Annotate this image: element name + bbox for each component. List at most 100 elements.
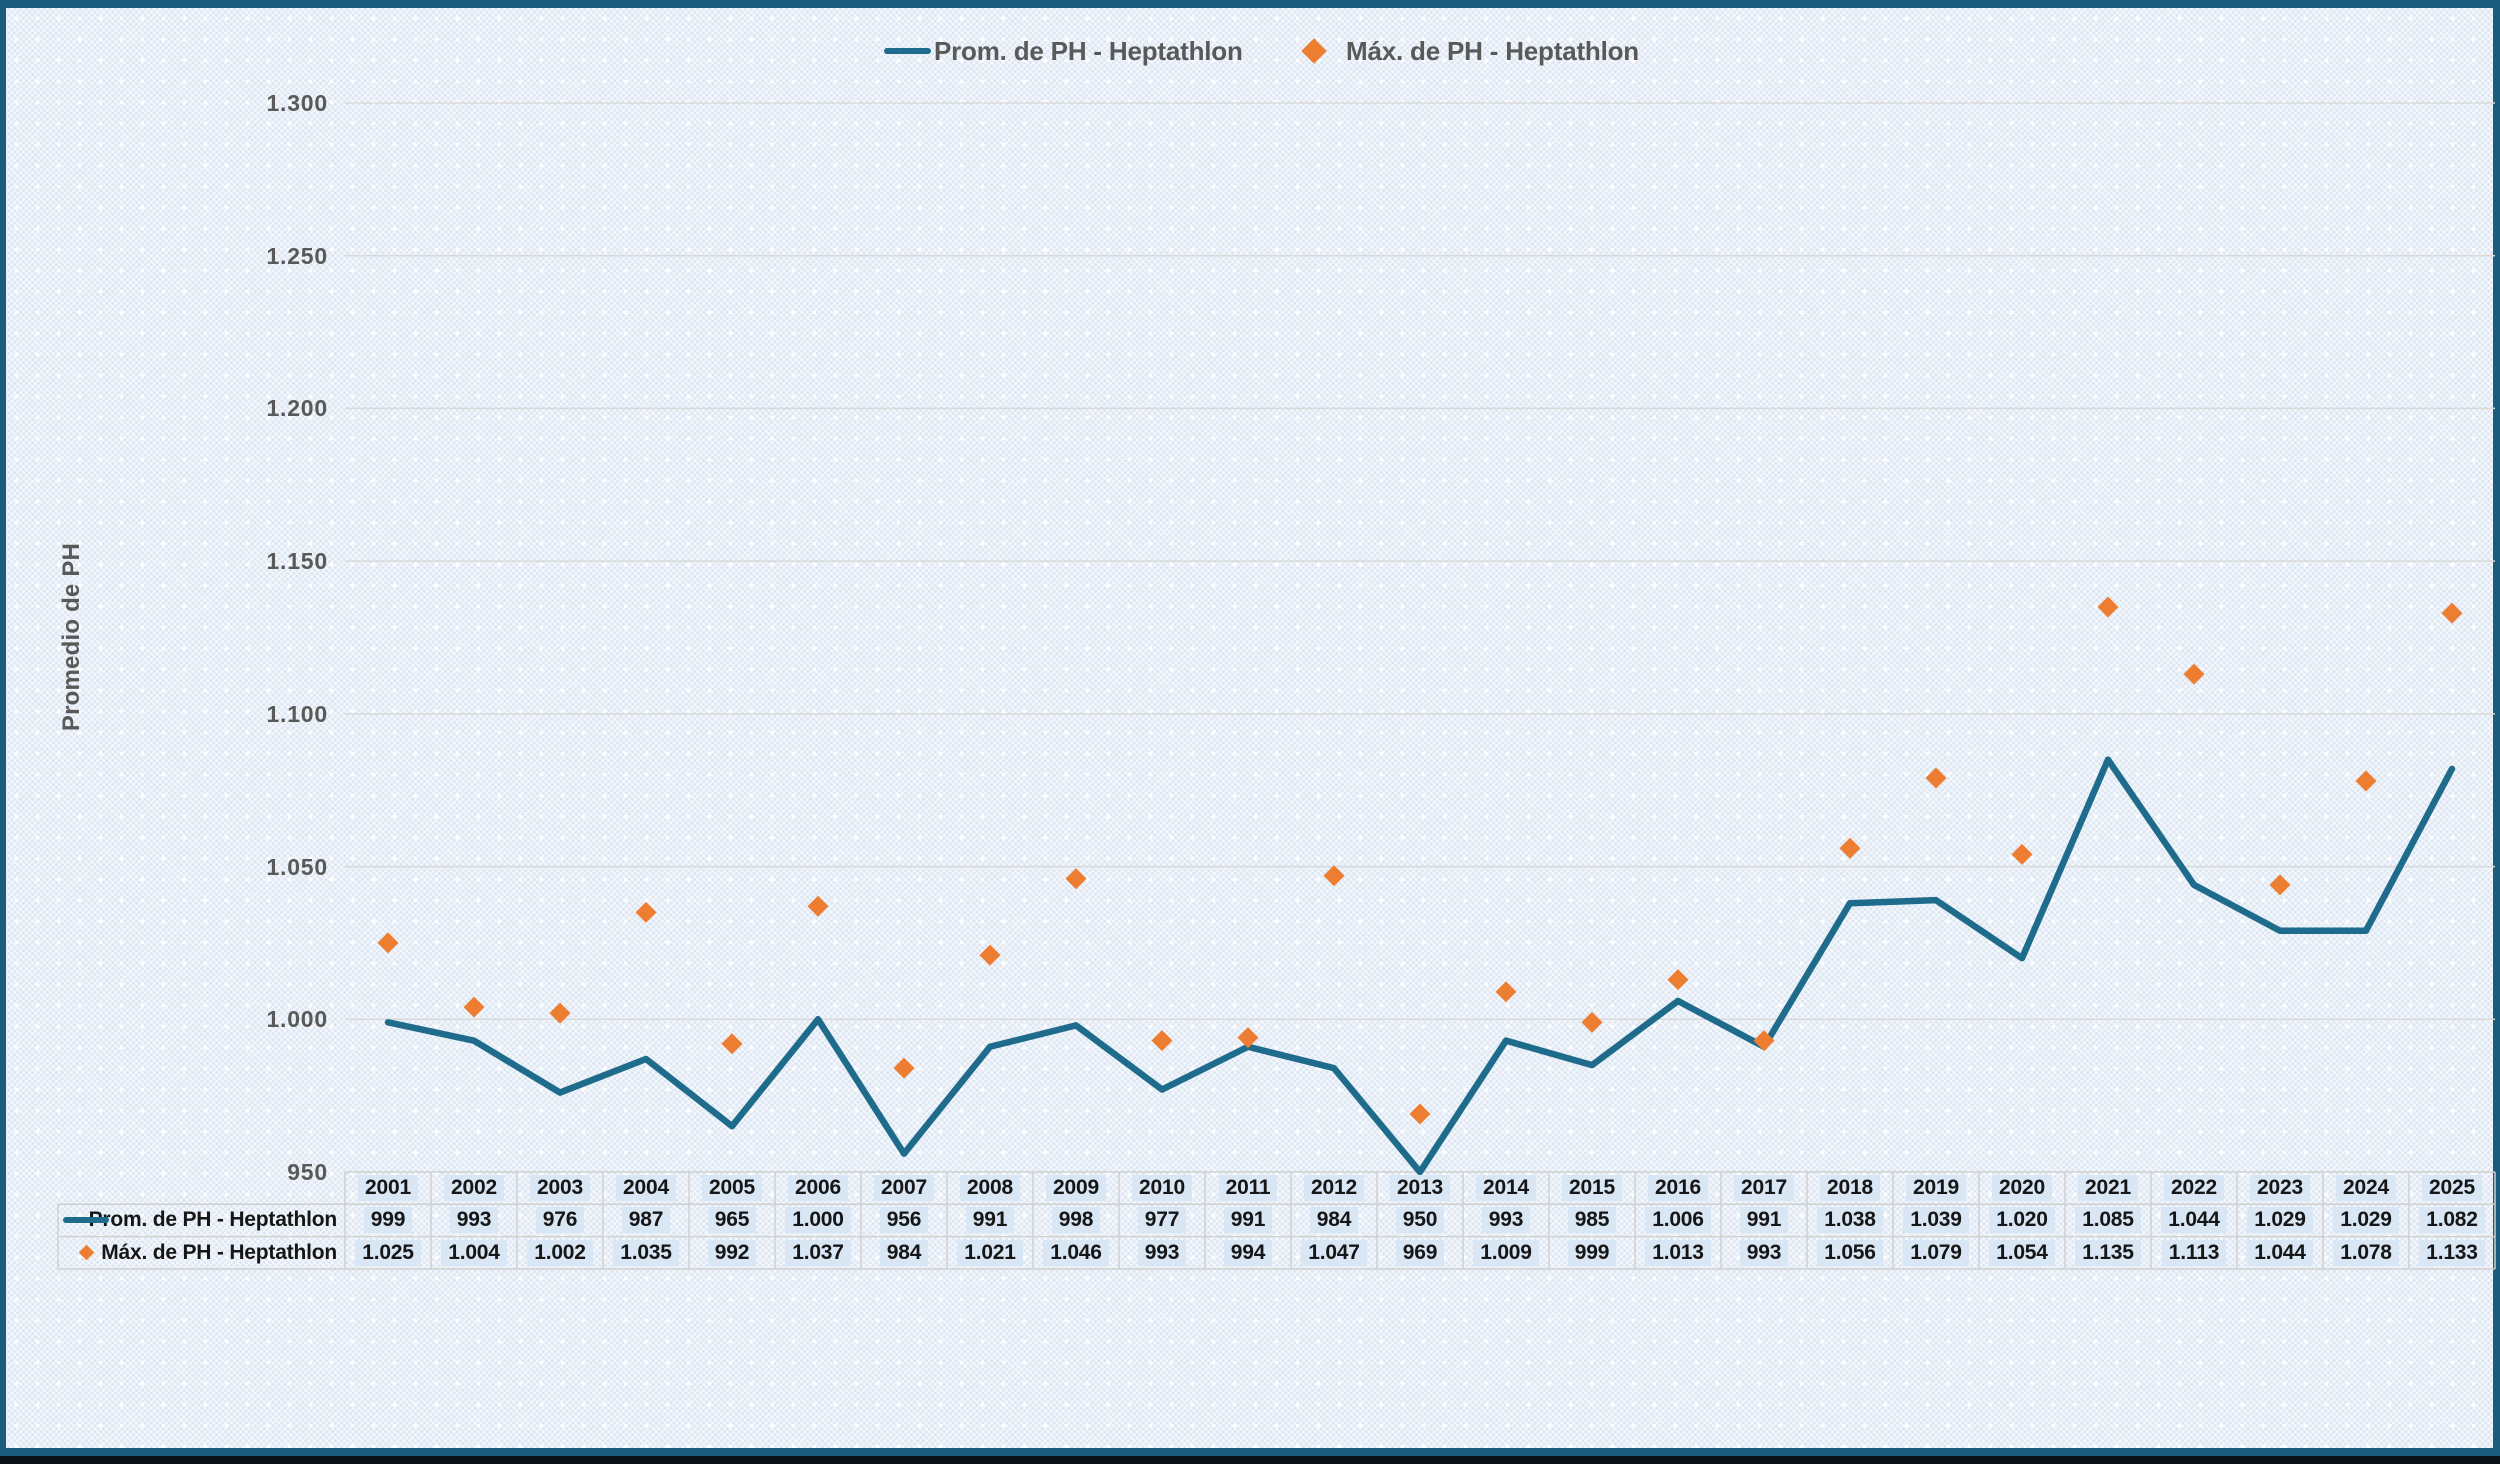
prom-value-cell: 998	[1033, 1204, 1119, 1236]
y-tick-label: 1.100	[266, 700, 328, 727]
prom-value-cell: 1.029	[2237, 1204, 2323, 1236]
prom-value-cell: 993	[1463, 1204, 1549, 1236]
max-marker	[2441, 602, 2463, 624]
prom-value-cell: 1.038	[1807, 1204, 1893, 1236]
max-marker	[2269, 874, 2291, 896]
row-label-text: Prom. de PH - Heptathlon	[88, 1208, 338, 1232]
max-value-cell: 993	[1119, 1237, 1205, 1269]
max-value-cell: 1.037	[775, 1237, 861, 1269]
year-header-cell: 2012	[1291, 1172, 1377, 1204]
prom-value-cell: 1.044	[2151, 1204, 2237, 1236]
max-value-cell: 1.002	[517, 1237, 603, 1269]
max-marker	[2183, 663, 2205, 685]
max-value-cell: 1.054	[1979, 1237, 2065, 1269]
max-value-cell: 1.047	[1291, 1237, 1377, 1269]
max-value-cell: 992	[689, 1237, 775, 1269]
prom-value-cell: 1.029	[2323, 1204, 2409, 1236]
year-header-cell: 2023	[2237, 1172, 2323, 1204]
max-marker	[1323, 865, 1345, 887]
year-header-cell: 2009	[1033, 1172, 1119, 1204]
max-marker	[2011, 843, 2033, 865]
prom-value-cell: 991	[947, 1204, 1033, 1236]
y-tick-label: 1.200	[266, 395, 328, 422]
max-value-cell: 984	[861, 1237, 947, 1269]
max-value-cell: 1.135	[2065, 1237, 2151, 1269]
max-marker	[1409, 1103, 1431, 1125]
year-header-cell: 2001	[345, 1172, 431, 1204]
prom-value-cell: 991	[1721, 1204, 1807, 1236]
diamond-swatch-icon	[78, 1245, 95, 1261]
max-marker	[1581, 1011, 1603, 1033]
year-header-cell: 2002	[431, 1172, 517, 1204]
year-header-cell: 2004	[603, 1172, 689, 1204]
prom-value-cell: 976	[517, 1204, 603, 1236]
max-value-cell: 993	[1721, 1237, 1807, 1269]
prom-value-cell: 984	[1291, 1204, 1377, 1236]
max-value-cell: 1.113	[2151, 1237, 2237, 1269]
max-marker	[1839, 837, 1861, 859]
year-header-cell: 2008	[947, 1172, 1033, 1204]
legend-label-prom: Prom. de PH - Heptathlon	[934, 36, 1243, 66]
max-value-cell: 1.044	[2237, 1237, 2323, 1269]
prom-value-cell: 956	[861, 1204, 947, 1236]
prom-line-series	[384, 756, 2456, 1176]
year-header-cell: 2016	[1635, 1172, 1721, 1204]
year-header-cell: 2013	[1377, 1172, 1463, 1204]
max-value-cell: 969	[1377, 1237, 1463, 1269]
max-marker	[463, 996, 485, 1018]
max-marker	[1151, 1030, 1173, 1052]
max-marker	[377, 932, 399, 954]
prom-value-cell: 991	[1205, 1204, 1291, 1236]
max-value-cell: 1.021	[947, 1237, 1033, 1269]
max-marker	[1753, 1030, 1775, 1052]
y-tick-label: 1.300	[266, 90, 328, 116]
y-tick-label: 1.150	[266, 548, 328, 575]
prom-value-cell: 1.039	[1893, 1204, 1979, 1236]
max-marker	[807, 895, 829, 917]
max-marker	[2097, 596, 2119, 618]
max-marker	[721, 1033, 743, 1055]
year-header-cell: 2022	[2151, 1172, 2237, 1204]
prom-value-cell: 999	[345, 1204, 431, 1236]
max-marker	[635, 901, 657, 923]
max-row-label: Máx. de PH - Heptathlon	[58, 1237, 345, 1269]
year-header-cell: 2025	[2409, 1172, 2495, 1204]
year-header-cell: 2010	[1119, 1172, 1205, 1204]
max-marker	[979, 944, 1001, 966]
prom-value-cell: 1.082	[2409, 1204, 2495, 1236]
max-value-cell: 1.078	[2323, 1237, 2409, 1269]
prom-value-cell: 1.020	[1979, 1204, 2065, 1236]
prom-value-cell: 1.006	[1635, 1204, 1721, 1236]
max-value-cell: 994	[1205, 1237, 1291, 1269]
prom-value-cell: 993	[431, 1204, 517, 1236]
max-value-cell: 999	[1549, 1237, 1635, 1269]
max-value-cell: 1.025	[345, 1237, 431, 1269]
prom-value-cell: 950	[1377, 1204, 1463, 1236]
max-marker	[893, 1057, 915, 1079]
prom-row-label: Prom. de PH - Heptathlon	[58, 1204, 345, 1236]
year-header-cell: 2018	[1807, 1172, 1893, 1204]
max-value-cell: 1.079	[1893, 1237, 1979, 1269]
legend-label-max: Máx. de PH - Heptathlon	[1346, 36, 1639, 66]
max-marker	[1925, 767, 1947, 789]
year-header-cell: 2011	[1205, 1172, 1291, 1204]
y-tick-label: 1.050	[266, 853, 328, 880]
year-header-cell: 2024	[2323, 1172, 2409, 1204]
max-marker	[1667, 969, 1689, 991]
prom-value-cell: 977	[1119, 1204, 1205, 1236]
y-tick-label: 1.000	[266, 1006, 328, 1033]
max-value-cell: 1.013	[1635, 1237, 1721, 1269]
max-marker	[2355, 770, 2377, 792]
year-header-cell: 2020	[1979, 1172, 2065, 1204]
year-header-cell: 2007	[861, 1172, 947, 1204]
row-label-text: Máx. de PH - Heptathlon	[101, 1240, 337, 1264]
max-value-cell: 1.046	[1033, 1237, 1119, 1269]
year-header-cell: 2019	[1893, 1172, 1979, 1204]
max-marker	[549, 1002, 571, 1024]
max-value-cell: 1.056	[1807, 1237, 1893, 1269]
year-header-cell: 2014	[1463, 1172, 1549, 1204]
prom-value-cell: 987	[603, 1204, 689, 1236]
line-swatch-icon	[884, 48, 931, 54]
max-marker	[1495, 981, 1517, 1003]
